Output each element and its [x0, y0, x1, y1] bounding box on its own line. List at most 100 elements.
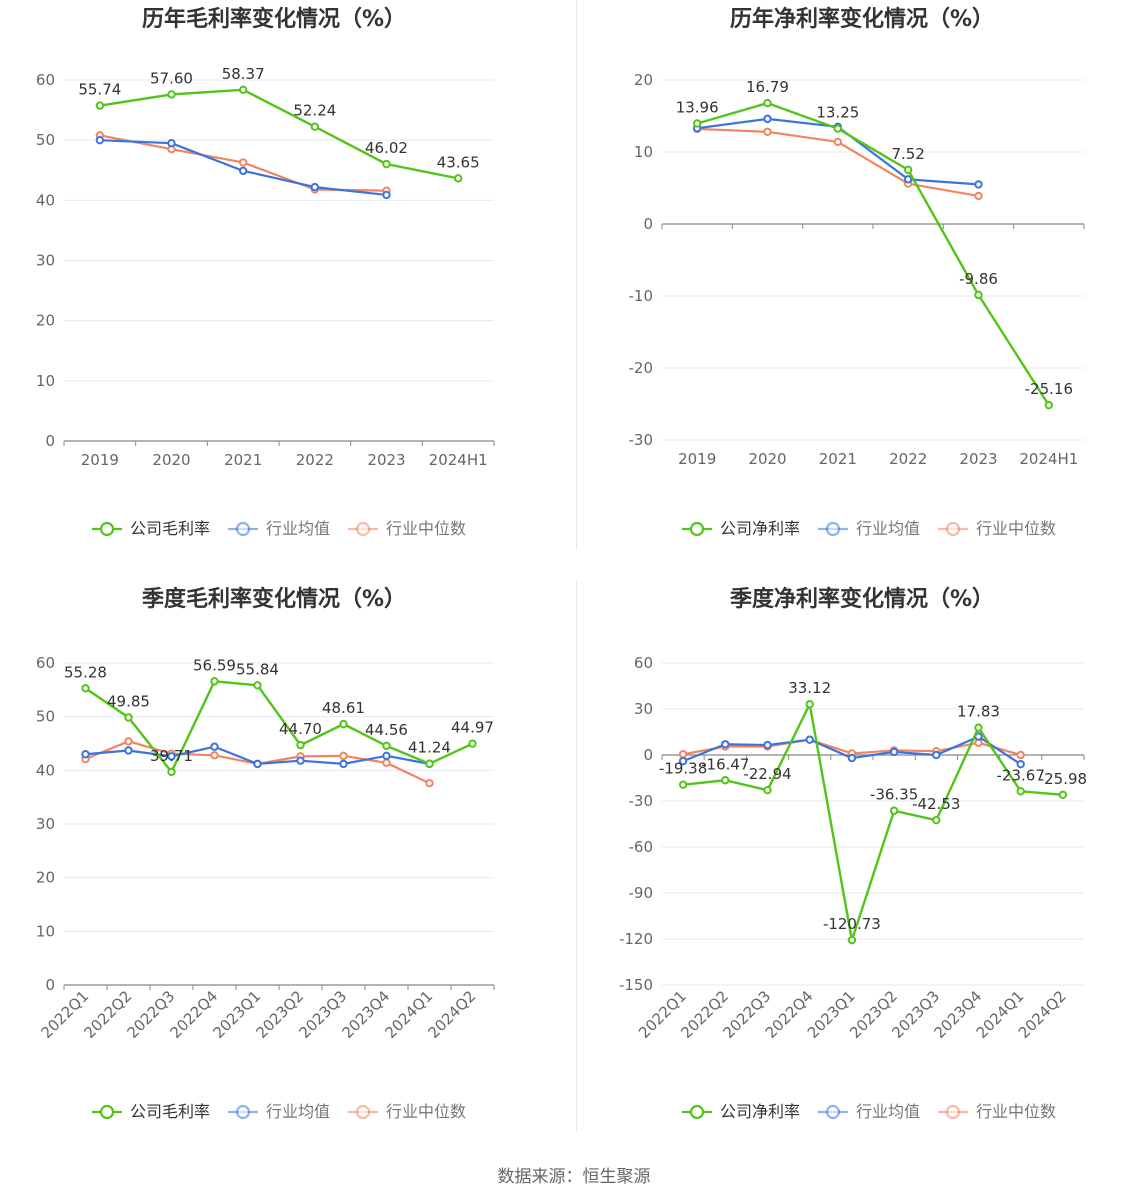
data-label: 48.61: [322, 699, 365, 717]
data-label: 43.65: [437, 153, 480, 171]
data-point: [167, 752, 176, 761]
data-point: [210, 742, 219, 751]
vertical-divider: [576, 580, 577, 1132]
series-line: [84, 680, 474, 774]
data-point: [692, 119, 702, 128]
legend-item: 行业中位数: [938, 519, 1056, 538]
data-point: [81, 750, 90, 759]
y-tick-label: 30: [36, 815, 55, 833]
data-point: [124, 746, 133, 755]
legend-label: 行业中位数: [386, 1102, 466, 1121]
data-label: 44.70: [279, 720, 322, 738]
y-tick-label: -60: [629, 838, 654, 856]
data-point: [974, 290, 983, 300]
y-tick-label: -10: [629, 287, 654, 305]
data-label: 17.83: [957, 703, 1000, 721]
legend-label: 行业均值: [266, 519, 330, 538]
chart-svg: 历年毛利率变化情况（%） 0 10 20 30 40 50 60 2019 2020 2021 202…: [36, 6, 495, 538]
y-tick-label: 40: [36, 191, 55, 209]
data-label: 13.96: [676, 98, 719, 116]
legend-label: 行业均值: [856, 1102, 920, 1121]
y-tick-label: -150: [619, 976, 653, 994]
data-point: [974, 723, 983, 732]
y-tick-label: 20: [36, 869, 55, 887]
y-tick-label: 0: [45, 432, 55, 450]
data-point: [253, 681, 262, 690]
data-point: [678, 750, 688, 759]
data-point: [763, 740, 772, 750]
data-label: -25.16: [1025, 380, 1073, 398]
data-label: -42.53: [912, 795, 960, 813]
data-label: 58.37: [222, 65, 265, 83]
legend-label: 行业中位数: [386, 519, 466, 538]
data-point: [382, 751, 391, 761]
data-point: [95, 135, 105, 145]
x-tick-label: 2024Q2: [1015, 987, 1070, 1042]
data-point: [238, 85, 248, 95]
data-point: [210, 677, 219, 686]
data-label: 44.97: [451, 719, 494, 737]
legend-label: 行业中位数: [976, 519, 1056, 538]
data-point: [903, 175, 913, 184]
chart-annual-net: 历年净利率变化情况（%） -30 -20 -10 0 10 20 2019 2020 2021 20…: [578, 0, 1148, 560]
data-point: [453, 174, 463, 183]
legend-swatch-marker: [99, 521, 115, 537]
data-point: [932, 816, 941, 825]
x-tick-label: 2023: [959, 450, 997, 468]
x-tick-label: 2024H1: [429, 451, 488, 469]
y-tick-label: -30: [629, 792, 654, 810]
y-tick-label: 10: [36, 372, 55, 390]
legend-item: 公司毛利率: [92, 1102, 210, 1121]
data-point: [382, 758, 391, 768]
data-label: 52.24: [293, 102, 336, 120]
data-point: [382, 741, 391, 751]
data-point: [889, 806, 899, 815]
y-tick-label: -90: [629, 884, 654, 902]
legend-swatch-marker: [825, 1104, 841, 1120]
x-tick-label: 2022: [296, 451, 334, 469]
data-point: [124, 713, 133, 722]
y-tick-label: 30: [36, 252, 55, 270]
legend-swatch-marker: [825, 521, 841, 537]
data-point: [95, 101, 105, 110]
x-tick-label: 2023: [367, 451, 405, 469]
legend-label: 行业中位数: [976, 1102, 1056, 1121]
data-label: 55.74: [78, 81, 121, 99]
data-label: 55.28: [64, 663, 107, 681]
y-tick-label: 30: [634, 700, 653, 718]
legend-swatch-marker: [99, 1104, 115, 1120]
chart-title: 历年毛利率变化情况（%）: [142, 6, 406, 32]
data-point: [167, 767, 176, 777]
data-point: [847, 935, 857, 945]
data-label: 56.59: [193, 656, 236, 674]
legend-item: 行业均值: [228, 1102, 330, 1121]
series-line: [682, 703, 1064, 942]
chart-annual-gross: 历年毛利率变化情况（%） 0 10 20 30 40 50 60 2019 2020 2021 202…: [0, 0, 576, 560]
data-point: [382, 190, 391, 200]
y-tick-label: -20: [629, 359, 654, 377]
data-label: 41.24: [408, 739, 451, 757]
y-tick-label: 40: [36, 761, 55, 779]
data-label: -25.98: [1039, 770, 1087, 788]
data-point: [763, 98, 772, 108]
legend-item: 行业均值: [818, 1102, 920, 1121]
legend-swatch-marker: [235, 521, 251, 537]
series-line: [99, 88, 459, 180]
legend-item: 行业中位数: [348, 519, 466, 538]
data-point: [382, 159, 391, 169]
legend-swatch-marker: [945, 1104, 961, 1120]
data-label: 55.84: [236, 660, 279, 678]
data-point: [167, 90, 176, 99]
data-label: -120.73: [823, 915, 881, 933]
data-point: [721, 740, 730, 749]
y-tick-label: 60: [36, 71, 55, 89]
data-point: [81, 684, 90, 693]
x-tick-label: 2019: [678, 450, 716, 468]
data-point: [903, 165, 913, 175]
y-tick-label: 60: [36, 654, 55, 672]
x-tick-label: 2021: [819, 450, 857, 468]
data-point: [124, 737, 133, 746]
data-point: [425, 759, 434, 768]
y-tick-label: -30: [629, 431, 654, 449]
data-point: [296, 740, 305, 750]
